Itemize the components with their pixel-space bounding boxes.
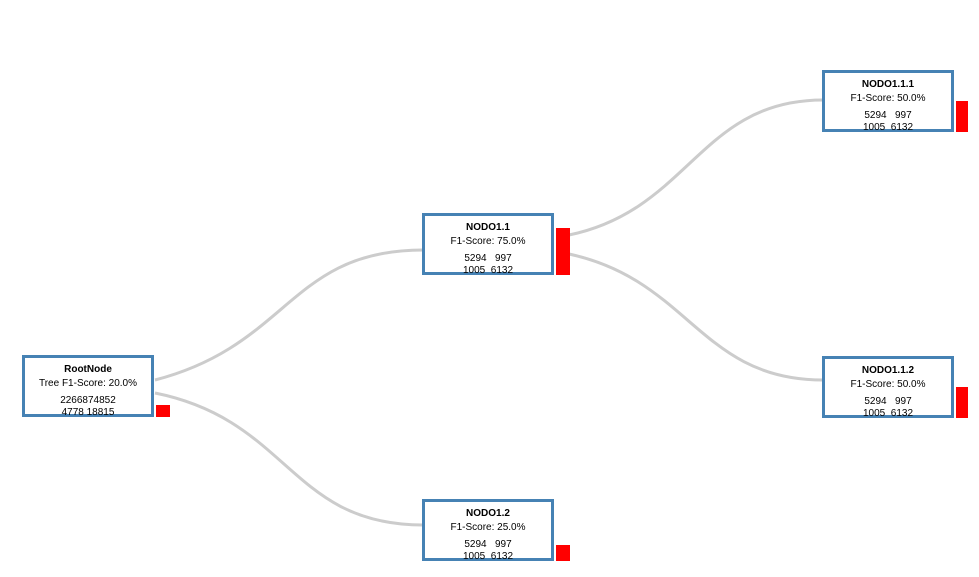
- node-title: NODO1.1.1: [861, 79, 915, 90]
- node-matrix-row-2: 4778 18815: [61, 407, 115, 418]
- tree-node-nodo1-2[interactable]: NODO1.2 F1-Score: 25.0% 5294 997 1005 61…: [422, 499, 554, 562]
- node-title: NODO1.2: [466, 508, 510, 519]
- score-bar-nodo1-2: [556, 545, 570, 561]
- score-bar-nodo1-1-1: [956, 101, 968, 132]
- node-matrix-row-1: 5294 997: [864, 396, 912, 407]
- link-root-nodo1-1: [154, 248, 424, 382]
- link-nodo1-1-nodo1-1-2: [568, 252, 824, 382]
- node-matrix-row-1: 5294 997: [464, 539, 512, 550]
- score-bar-root: [156, 405, 170, 417]
- node-matrix-row-1: 2266874852: [60, 395, 116, 406]
- score-bar-nodo1-1-2: [956, 387, 968, 418]
- node-matrix-row-1: 5294 997: [864, 110, 912, 121]
- node-title: RootNode: [64, 364, 112, 375]
- node-score: F1-Score: 50.0%: [850, 379, 926, 390]
- link-nodo1-1-nodo1-1-1: [568, 98, 824, 237]
- node-score: Tree F1-Score: 20.0%: [38, 378, 137, 389]
- node-score: F1-Score: 75.0%: [450, 236, 526, 247]
- tree-node-root[interactable]: RootNode Tree F1-Score: 20.0% 2266874852…: [22, 355, 154, 418]
- node-title: NODO1.1: [466, 222, 510, 233]
- node-title: NODO1.1.2: [861, 365, 915, 376]
- tree-node-nodo1-1-2[interactable]: NODO1.1.2 F1-Score: 50.0% 5294 997 1005 …: [822, 356, 954, 419]
- tree-node-nodo1-1-1[interactable]: NODO1.1.1 F1-Score: 50.0% 5294 997 1005 …: [822, 70, 954, 133]
- score-bar-nodo1-1: [556, 228, 570, 275]
- node-score: F1-Score: 50.0%: [850, 93, 926, 104]
- tree-node-nodo1-1[interactable]: NODO1.1 F1-Score: 75.0% 5294 997 1005 61…: [422, 213, 554, 276]
- node-matrix-row-1: 5294 997: [464, 253, 512, 264]
- node-matrix-row-2: 1005 6132: [462, 551, 514, 562]
- node-score: F1-Score: 25.0%: [450, 522, 526, 533]
- node-matrix-row-2: 1005 6132: [862, 122, 914, 133]
- link-root-nodo1-2: [154, 391, 424, 527]
- node-matrix-row-2: 1005 6132: [462, 265, 514, 276]
- node-matrix-row-2: 1005 6132: [862, 408, 914, 419]
